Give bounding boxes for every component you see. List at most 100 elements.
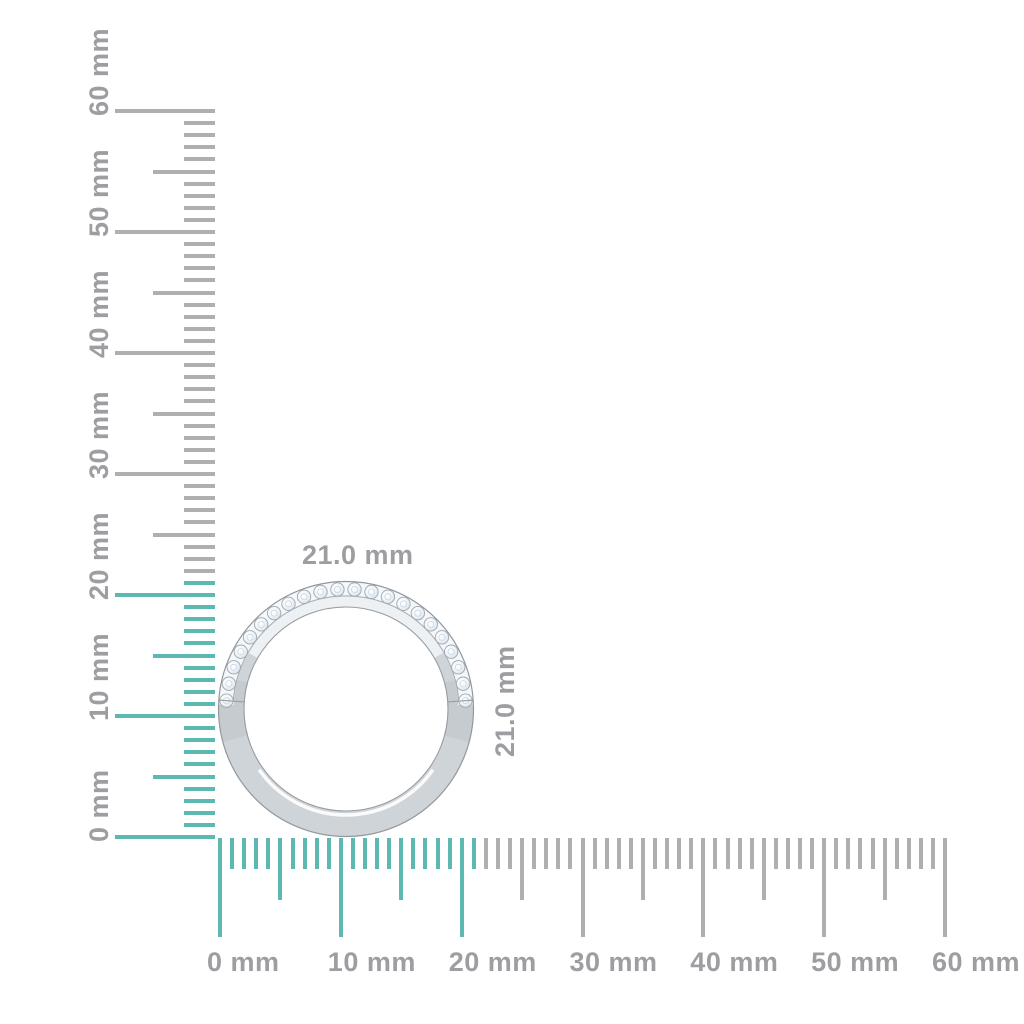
- horizontal-ruler-tick: [423, 838, 428, 869]
- vertical-ruler-tick: [153, 653, 215, 658]
- diamond-facet: [270, 609, 278, 617]
- horizontal-ruler-label: 0 mm: [207, 947, 280, 977]
- horizontal-ruler-tick: [918, 838, 923, 869]
- horizontal-ruler-tick: [375, 838, 380, 869]
- horizontal-ruler-tick: [580, 838, 585, 937]
- ring-inner-highlight: [257, 768, 435, 817]
- vertical-ruler-tick: [115, 714, 215, 718]
- diamond-facet: [351, 586, 359, 594]
- diamond-facet: [447, 648, 455, 656]
- ring-svg: [217, 580, 475, 838]
- vertical-ruler-tick: [184, 242, 215, 247]
- vertical-ruler-tick: [153, 169, 215, 174]
- diamond-facet: [257, 620, 265, 628]
- horizontal-ruler-tick: [447, 838, 452, 869]
- vertical-ruler-tick: [184, 677, 215, 682]
- horizontal-ruler-tick: [495, 838, 500, 869]
- vertical-ruler-tick: [153, 290, 215, 295]
- vertical-ruler-tick: [184, 387, 215, 392]
- diamond-facet: [333, 586, 341, 594]
- horizontal-ruler-tick: [471, 838, 476, 869]
- diamond-facet: [427, 620, 435, 628]
- vertical-ruler-tick: [184, 810, 215, 815]
- stone-row-boundary-line: [232, 595, 460, 702]
- horizontal-ruler-tick: [653, 838, 657, 869]
- horizontal-ruler-label: 40 mm: [690, 947, 779, 977]
- vertical-ruler-label: 20 mm: [84, 511, 114, 600]
- horizontal-ruler-tick: [387, 838, 392, 869]
- vertical-ruler-tick: [184, 605, 215, 610]
- vertical-ruler-tick: [184, 254, 215, 259]
- vertical-ruler-tick: [184, 181, 215, 186]
- diamond-stone: [221, 676, 237, 691]
- horizontal-ruler-tick: [749, 838, 754, 869]
- ruler-horizontal: 0 mm 10 mm 20 mm 30 mm 40 mm 50 mm 60 mm: [0, 838, 1024, 1024]
- horizontal-ruler-tick: [230, 838, 235, 869]
- vertical-ruler-tick: [184, 665, 215, 670]
- diamond-facet: [367, 588, 375, 596]
- diamond-stone: [226, 660, 241, 675]
- diamond-stone: [451, 660, 466, 675]
- diamond-stone: [233, 644, 248, 659]
- vertical-ruler-tick: [184, 217, 215, 222]
- horizontal-ruler-tick: [870, 838, 875, 869]
- vertical-ruler-tick: [184, 701, 215, 706]
- diamond-stone: [364, 584, 379, 600]
- horizontal-ruler-tick: [665, 838, 670, 869]
- horizontal-ruler-tick: [725, 838, 730, 869]
- vertical-ruler-tick: [184, 798, 215, 803]
- horizontal-ruler-tick: [628, 838, 633, 869]
- horizontal-ruler-label: 20 mm: [448, 947, 537, 977]
- horizontal-ruler-tick: [930, 838, 935, 869]
- vertical-ruler-tick: [184, 326, 215, 331]
- diamond-facet: [246, 633, 254, 641]
- diamond-facet: [230, 663, 238, 671]
- vertical-ruler-tick: [115, 835, 215, 839]
- diamond-facet: [399, 600, 407, 608]
- horizontal-ruler-tick: [290, 838, 295, 869]
- horizontal-ruler-tick: [278, 838, 283, 900]
- diamond-facet: [317, 588, 325, 596]
- horizontal-ruler-tick: [810, 838, 815, 869]
- horizontal-ruler-tick: [459, 838, 464, 937]
- horizontal-ruler-tick: [532, 838, 537, 869]
- horizontal-ruler-tick: [520, 838, 525, 900]
- vertical-ruler-tick: [115, 230, 215, 234]
- diamond-stone: [330, 582, 345, 597]
- vertical-ruler-tick: [184, 302, 215, 307]
- diamond-stone: [281, 596, 296, 612]
- horizontal-ruler-tick: [350, 838, 355, 869]
- vertical-ruler-tick: [184, 266, 215, 271]
- horizontal-ruler-tick: [689, 838, 694, 869]
- horizontal-ruler-tick: [701, 838, 706, 937]
- diamond-stone: [313, 584, 328, 600]
- diamond-stone: [410, 605, 426, 621]
- horizontal-ruler-label: 10 mm: [327, 947, 416, 977]
- vertical-ruler-label: 60 mm: [84, 27, 114, 116]
- vertical-ruler-label: 40 mm: [84, 269, 114, 358]
- horizontal-ruler-label: 30 mm: [569, 947, 658, 977]
- horizontal-ruler-tick: [677, 838, 682, 869]
- ring-inner-edge: [243, 606, 449, 812]
- horizontal-ruler-tick: [544, 838, 549, 869]
- vertical-ruler-tick: [184, 314, 215, 319]
- vertical-ruler-label: 10 mm: [84, 632, 114, 721]
- horizontal-ruler-tick: [254, 838, 259, 869]
- diamond-stone: [444, 644, 459, 659]
- vertical-ruler-tick: [115, 472, 215, 476]
- vertical-ruler-tick: [184, 459, 215, 464]
- vertical-ruler-tick: [184, 121, 215, 126]
- vertical-ruler-tick: [184, 133, 215, 138]
- horizontal-ruler-tick: [411, 838, 416, 869]
- vertical-ruler-tick: [184, 447, 215, 452]
- horizontal-ruler-tick: [399, 838, 404, 900]
- horizontal-ruler-tick: [363, 838, 367, 869]
- horizontal-ruler-tick: [834, 838, 839, 869]
- horizontal-ruler-tick: [314, 838, 319, 869]
- vertical-ruler-tick: [184, 641, 215, 646]
- vertical-ruler-tick: [153, 532, 215, 537]
- diamond-facet: [237, 648, 245, 656]
- diamond-stone: [455, 676, 471, 691]
- horizontal-ruler-tick: [798, 838, 802, 869]
- vertical-ruler-tick: [184, 822, 215, 827]
